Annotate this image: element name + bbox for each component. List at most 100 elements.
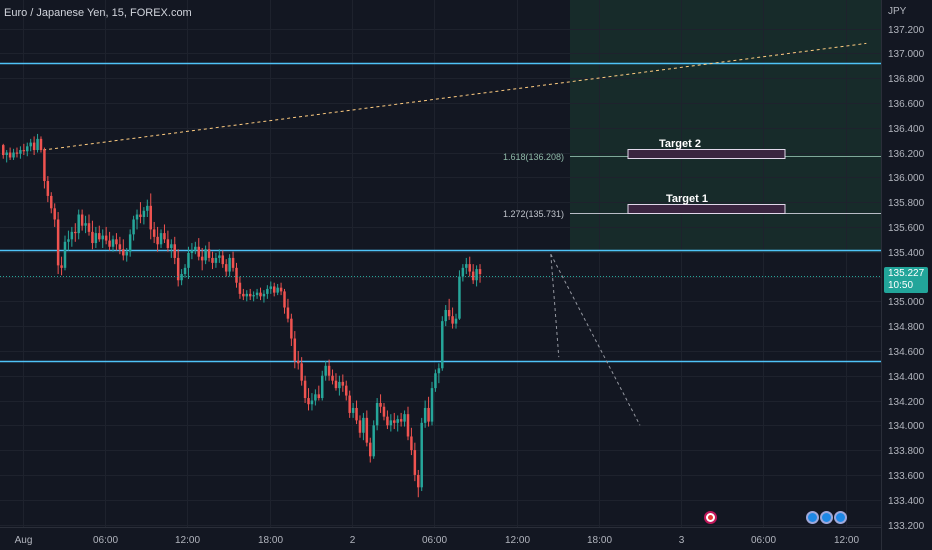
candle-body <box>39 138 43 151</box>
candle <box>393 412 396 430</box>
candles <box>2 133 482 498</box>
price-axis[interactable]: JPY 137.200 137.000 136.800 136.600 136.400 1… <box>888 6 925 532</box>
bar-countdown: 10:50 <box>888 280 914 291</box>
target-2-label: Target 2 <box>659 138 701 150</box>
candle <box>327 359 331 381</box>
candle-body <box>293 338 297 361</box>
globe-event-icon[interactable] <box>834 511 847 524</box>
candle-body <box>245 293 249 297</box>
candle-body <box>228 257 231 272</box>
candle-body <box>413 450 417 475</box>
candle <box>12 148 15 160</box>
candle <box>286 298 290 323</box>
candle <box>207 241 211 262</box>
candle <box>63 235 67 271</box>
candle <box>22 143 26 155</box>
candle-body <box>266 288 269 294</box>
candle-body <box>152 229 156 237</box>
candle-body <box>286 307 290 319</box>
time-axis[interactable]: Aug 06:00 12:00 18:00 2 06:00 12:00 18:00 3 06:00… <box>15 535 860 546</box>
globe-event-icon[interactable] <box>806 511 819 524</box>
candle <box>276 283 279 296</box>
projection-zone <box>570 0 881 253</box>
candle-body <box>259 292 262 297</box>
time-tick-label: 2 <box>350 535 356 546</box>
candle-body <box>211 257 214 263</box>
candle-body <box>437 368 441 374</box>
candle <box>279 282 283 296</box>
candle-body <box>231 257 235 268</box>
price-tick-label: 133.200 <box>888 521 925 532</box>
candle <box>386 410 389 430</box>
candle <box>358 415 362 438</box>
candle <box>475 265 478 287</box>
fib-levels[interactable]: 1.618(136.208) 1.272(135.731) Target 2 T… <box>503 138 881 219</box>
candle <box>5 150 8 163</box>
candle <box>451 307 454 329</box>
candle-body <box>235 267 238 283</box>
candle-body <box>262 293 266 297</box>
candle-body <box>283 291 286 308</box>
candle <box>447 298 451 320</box>
price-tick-label: 134.400 <box>888 372 925 383</box>
candle-body <box>269 286 273 289</box>
candle-body <box>26 146 29 152</box>
candle-body <box>15 152 19 154</box>
candle <box>224 259 228 277</box>
candle <box>122 239 125 261</box>
globe-event-icon[interactable] <box>820 511 833 524</box>
candle <box>50 192 53 214</box>
chart-title: Euro / Japanese Yen, 15, FOREX.com <box>4 7 192 19</box>
candle <box>345 380 348 401</box>
candle <box>269 281 273 294</box>
candle-body <box>410 436 413 451</box>
candle-body <box>200 256 204 261</box>
time-tick-label: 12:00 <box>175 535 200 546</box>
candle-body <box>8 152 12 158</box>
candle-body <box>183 267 187 275</box>
candle-body <box>324 365 327 376</box>
candle-body <box>369 442 372 457</box>
candle <box>338 375 341 396</box>
candle <box>200 248 204 271</box>
candle-body <box>87 223 91 232</box>
candle-body <box>190 250 194 253</box>
target-1-box[interactable] <box>627 204 786 214</box>
candle-body <box>300 363 303 381</box>
projection-leg-line[interactable] <box>550 253 641 426</box>
trendlines[interactable] <box>43 42 867 426</box>
candle-body <box>67 239 70 242</box>
candle-body <box>218 255 221 258</box>
candle <box>139 202 142 224</box>
candle <box>413 442 417 482</box>
candle <box>478 264 482 283</box>
candle-body <box>248 293 252 297</box>
candle-body <box>5 152 8 155</box>
projection-leg-line[interactable] <box>550 254 560 358</box>
candle-body <box>276 287 279 293</box>
candle-body <box>471 271 475 281</box>
horizontal-levels[interactable] <box>0 62 881 363</box>
candle-body <box>303 380 307 399</box>
candle-body <box>22 150 26 152</box>
candle <box>320 370 324 401</box>
candle <box>56 212 60 275</box>
fib-label-1618: 1.618(136.208) <box>503 152 564 162</box>
candle <box>156 226 159 252</box>
candle <box>252 291 255 302</box>
candle <box>248 288 252 301</box>
candle <box>283 288 286 314</box>
candle <box>128 229 132 257</box>
price-tick-label: 137.000 <box>888 49 925 60</box>
candle-body <box>386 416 389 426</box>
candle-body <box>447 310 451 317</box>
red-event-icon[interactable] <box>704 511 717 524</box>
target-2-box[interactable] <box>627 149 786 159</box>
price-tick-label: 135.000 <box>888 297 925 308</box>
candle <box>441 316 444 371</box>
candle <box>39 136 43 153</box>
candle-body <box>84 223 87 226</box>
dashed-trendline[interactable] <box>43 42 867 151</box>
candle-body <box>441 321 444 369</box>
